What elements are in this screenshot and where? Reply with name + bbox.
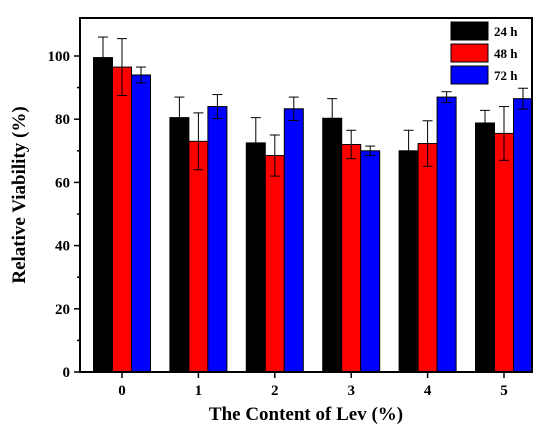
bar-24h-cat-2	[245, 142, 266, 373]
axes	[79, 17, 533, 373]
x-tick-label-4: 4	[424, 383, 432, 399]
legend-item-72h: 72 h	[450, 65, 518, 85]
error-bar-24h-cat-3	[327, 98, 338, 139]
x-tick-label-2: 2	[271, 383, 279, 399]
bar-48h-cat-1	[188, 140, 209, 373]
legend-item-24h: 24 h	[450, 21, 518, 41]
error-bar-48h-cat-2	[269, 134, 280, 177]
y-axis-title: Relative Viability (%)	[9, 106, 30, 283]
y-tick-label-80: 80	[55, 112, 70, 128]
bar-24h-cat-0	[93, 57, 113, 373]
error-bar-72h-cat-3	[365, 145, 376, 157]
error-bars-layer	[98, 36, 528, 177]
bar-24h-cat-3	[322, 117, 343, 373]
bar-72h-cat-5	[513, 98, 533, 373]
legend-swatch	[450, 21, 489, 41]
bar-48h-cat-5	[494, 132, 514, 373]
error-bar-72h-cat-0	[136, 66, 146, 84]
error-bar-48h-cat-3	[346, 129, 357, 160]
legend: 24 h 48 h 72 h	[450, 21, 518, 85]
y-tick-label-40: 40	[55, 239, 70, 255]
bar-72h-cat-3	[360, 150, 381, 373]
error-bar-72h-cat-1	[212, 94, 223, 120]
y-tick-label-20: 20	[55, 302, 70, 318]
bar-48h-cat-2	[264, 155, 285, 373]
error-bar-24h-cat-1	[174, 96, 185, 139]
bar-24h-cat-1	[169, 117, 190, 373]
y-axis-ticks: 0 20 40 60 80 100	[48, 49, 80, 381]
legend-label: 48 h	[494, 46, 518, 61]
x-axis-title: The Content of Lev (%)	[209, 404, 403, 425]
y-tick-label-0: 0	[63, 365, 71, 381]
error-bar-72h-cat-5	[518, 87, 528, 110]
bar-24h-cat-4	[398, 150, 419, 373]
error-bar-48h-cat-4	[422, 120, 433, 167]
legend-swatch	[450, 43, 489, 63]
error-bar-48h-cat-1	[193, 112, 204, 171]
x-tick-label-5: 5	[500, 383, 508, 399]
bar-72h-cat-4	[436, 96, 457, 373]
error-bar-24h-cat-5	[480, 109, 490, 137]
bar-72h-cat-2	[283, 108, 304, 373]
x-tick-label-3: 3	[347, 383, 355, 399]
error-bar-24h-cat-2	[250, 117, 261, 169]
error-bar-48h-cat-0	[117, 38, 127, 96]
bar-48h-cat-0	[112, 66, 132, 373]
x-axis-ticks: 0 1 2 3 4 5	[118, 372, 508, 399]
y-tick-label-60: 60	[55, 175, 70, 191]
error-bar-24h-cat-0	[98, 36, 108, 79]
legend-swatch	[450, 65, 489, 85]
legend-label: 72 h	[494, 68, 518, 83]
bar-48h-cat-3	[341, 143, 362, 373]
x-tick-label-1: 1	[195, 383, 203, 399]
error-bar-24h-cat-4	[403, 129, 414, 172]
y-tick-label-100: 100	[48, 49, 71, 65]
error-bar-48h-cat-5	[499, 106, 509, 161]
legend-item-48h: 48 h	[450, 43, 518, 63]
bars-layer	[93, 57, 533, 373]
bar-48h-cat-4	[417, 143, 438, 373]
bar-72h-cat-1	[207, 106, 228, 373]
error-bar-72h-cat-2	[288, 96, 299, 121]
plot-frame	[79, 17, 533, 373]
bar-72h-cat-0	[131, 74, 151, 373]
bar-24h-cat-5	[475, 122, 495, 373]
x-tick-label-0: 0	[118, 383, 126, 399]
legend-label: 24 h	[494, 24, 518, 39]
error-bar-72h-cat-4	[441, 91, 452, 103]
